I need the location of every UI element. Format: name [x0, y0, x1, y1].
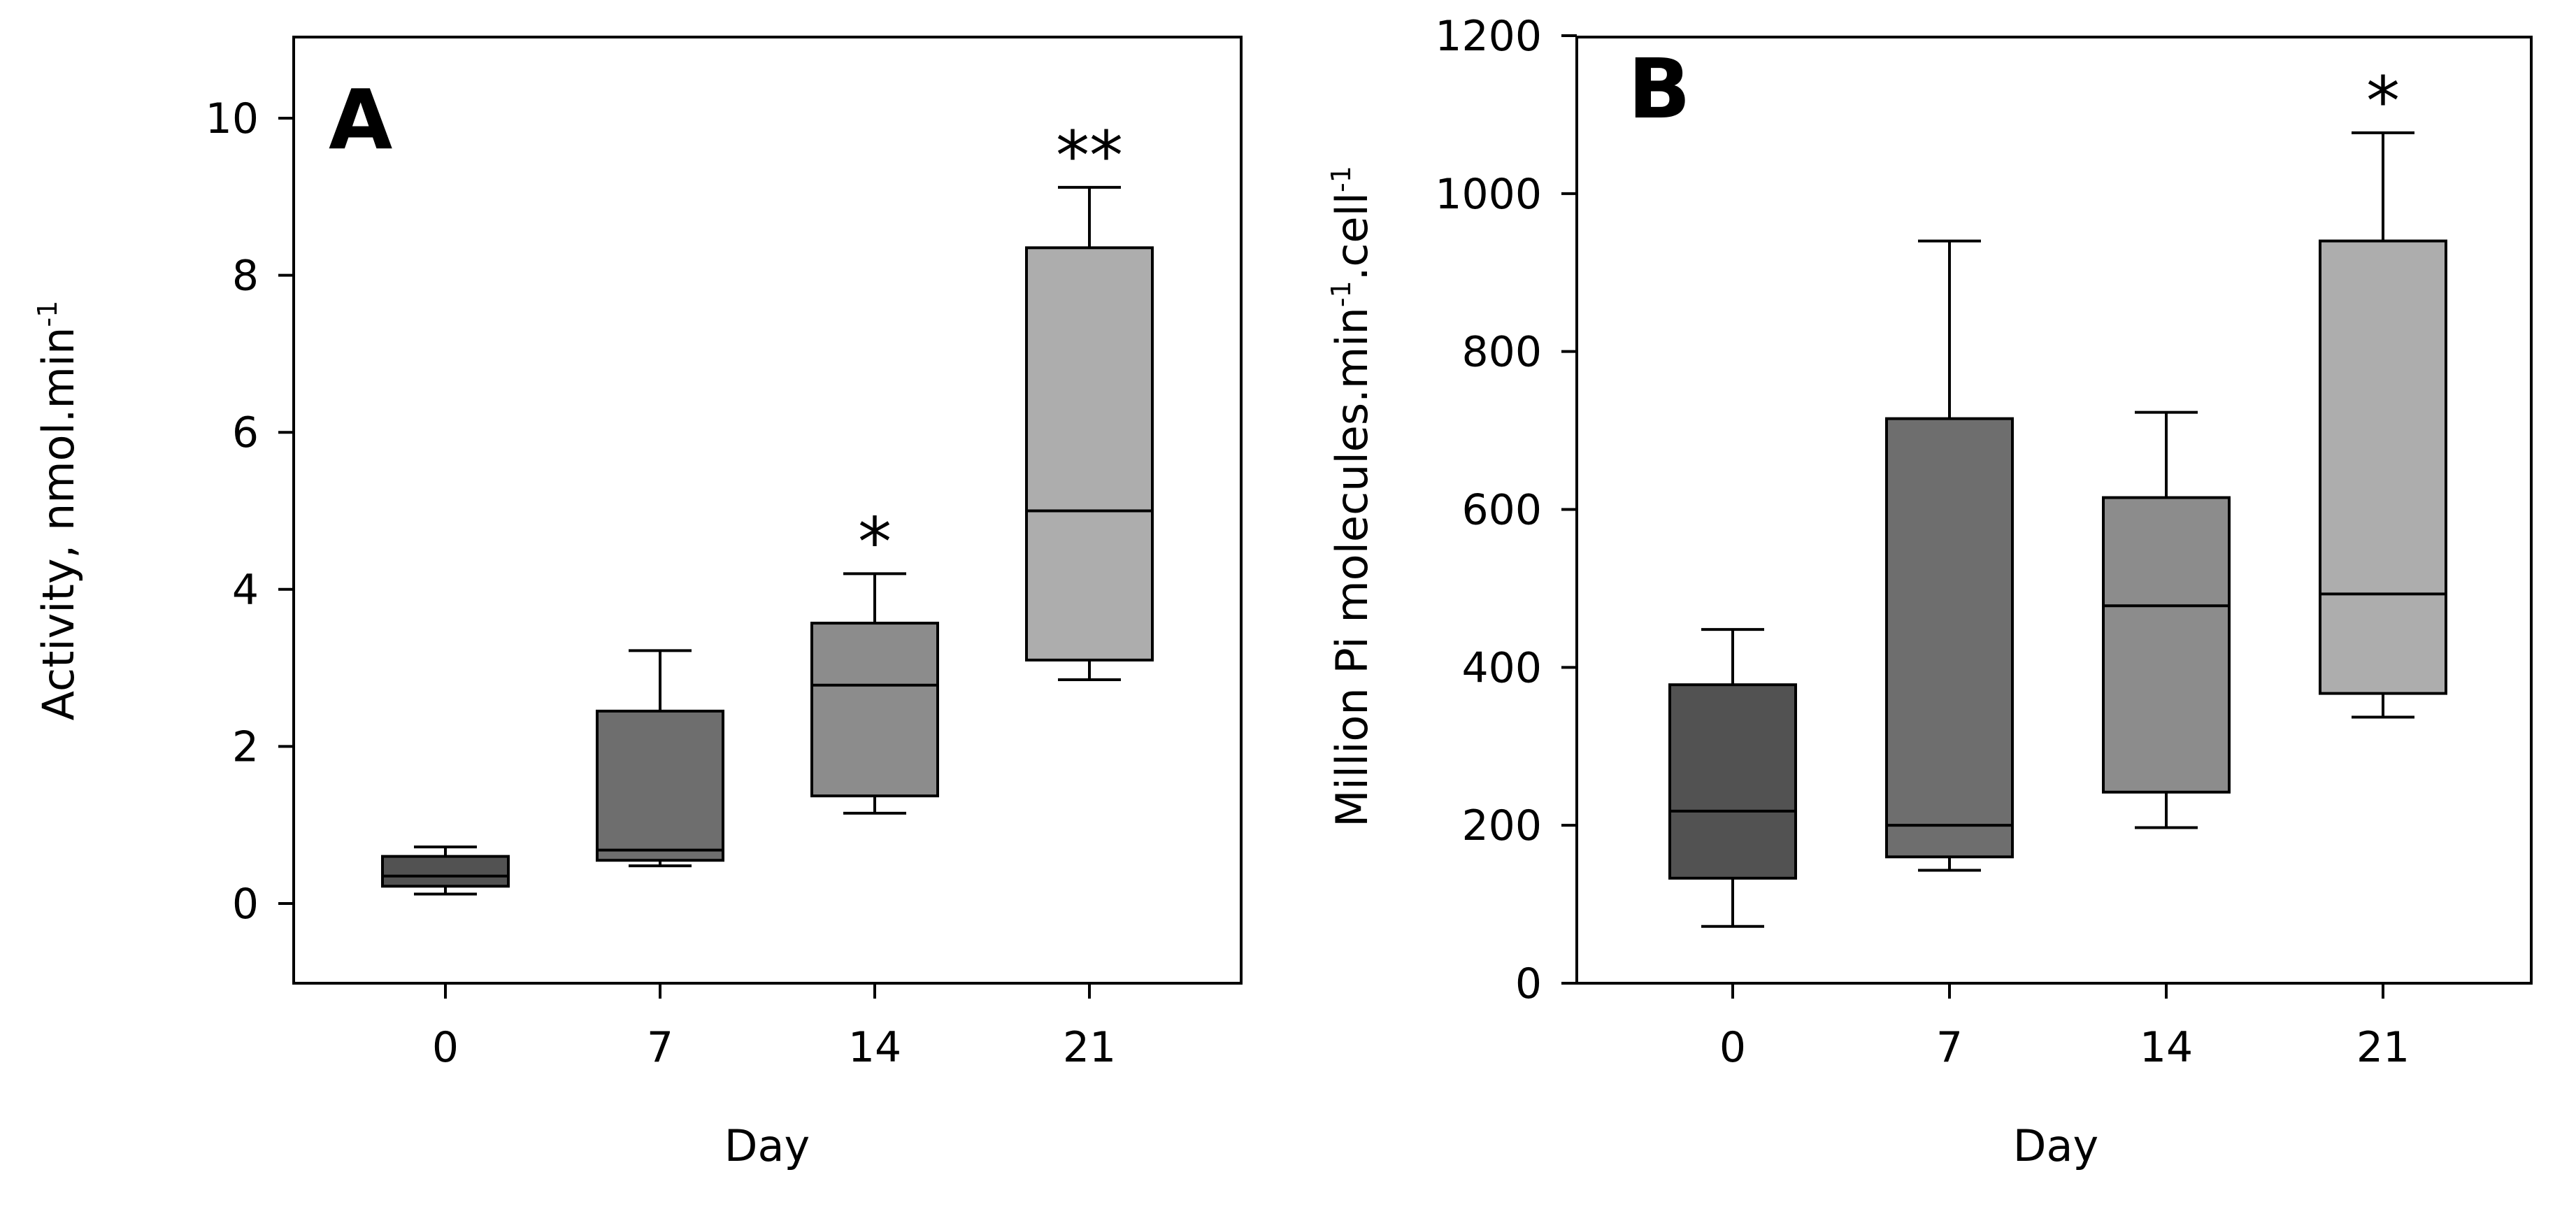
- panel-a-y-tick-label: 2: [232, 722, 259, 771]
- panel-b-x-tick-label: 0: [1719, 1023, 1746, 1072]
- iqr-box: [810, 622, 939, 798]
- panel-b-y-ticks: 0 200 400 600 800 1000 1200: [1435, 12, 1577, 1008]
- panel-a-y-axis-label: Activity, nmol.min-1: [32, 301, 84, 721]
- panel-b-y-tick-label: 200: [1461, 801, 1542, 850]
- panel-b-x-tick-label: 7: [1936, 1023, 1963, 1072]
- panel-b-chart: B Day Million Pi molecules.min-1.cell-1 …: [1326, 12, 2533, 1171]
- panel-a-y-ticks: 0 2 4 6 8 10: [206, 94, 294, 929]
- panel-a-x-tick-label: 7: [647, 1023, 673, 1072]
- panel-a-box-day-0: [381, 845, 510, 896]
- panel-b-y-tick-label: 800: [1461, 328, 1542, 377]
- significance-marker: **: [1056, 117, 1123, 195]
- iqr-box: [2319, 239, 2447, 695]
- panel-b-box-day-7: [1885, 239, 2014, 872]
- panel-a-y-tick-label: 6: [232, 408, 259, 457]
- panel-a-box-day-7: [596, 649, 724, 868]
- panel-b-y-tick-label: 0: [1515, 959, 1542, 1008]
- significance-marker: *: [858, 503, 892, 581]
- panel-b-x-ticks: 0 7 14 21: [1719, 983, 2410, 1072]
- panel-a-boxes: ***: [381, 117, 1154, 896]
- panel-b-box-day-0: [1668, 628, 1797, 928]
- panel-a-box-day-21: **: [1025, 117, 1154, 681]
- panel-a-x-tick-label: 14: [848, 1023, 901, 1072]
- panel-a-y-tick-label: 8: [232, 252, 259, 301]
- iqr-box: [596, 709, 724, 862]
- panel-b-box-day-14: [2102, 410, 2231, 829]
- panel-b-box-day-21: *: [2319, 62, 2447, 719]
- panel-a-box-day-14: *: [810, 503, 939, 815]
- iqr-box: [381, 855, 510, 888]
- panel-b-x-axis-label: Day: [2013, 1120, 2098, 1171]
- panel-b-x-tick-label: 21: [2356, 1023, 2410, 1072]
- significance-marker: *: [2366, 62, 2400, 141]
- panel-b-y-tick-label: 1200: [1435, 12, 1542, 61]
- panel-b-y-tick-label: 400: [1461, 643, 1542, 692]
- panel-a-frame: [292, 36, 1243, 985]
- panel-b-y-axis-label: Million Pi molecules.min-1.cell-1: [1326, 166, 1378, 827]
- panel-a-x-axis-label: Day: [724, 1120, 810, 1171]
- panel-b-y-tick-label: 600: [1461, 485, 1542, 534]
- iqr-box: [2102, 496, 2231, 794]
- panel-a-letter: A: [329, 71, 392, 168]
- iqr-box: [1668, 683, 1797, 880]
- panel-b-boxes: *: [1668, 62, 2447, 928]
- panel-a-y-tick-label: 10: [206, 94, 259, 143]
- panel-b-y-tick-label: 1000: [1435, 170, 1542, 219]
- panel-a-x-tick-label: 0: [432, 1023, 459, 1072]
- panel-a-y-tick-label: 0: [232, 880, 259, 929]
- panel-b-letter: B: [1628, 41, 1691, 137]
- panel-a-x-ticks: 0 7 14 21: [432, 983, 1116, 1072]
- iqr-box: [1885, 417, 2014, 859]
- iqr-box: [1025, 246, 1154, 662]
- panel-a-chart: A Day Activity, nmol.min-1 0 2 4 6 8 10 0 7 14 2…: [32, 36, 1243, 1171]
- panel-b-x-tick-label: 14: [2140, 1023, 2193, 1072]
- panel-a-x-tick-label: 21: [1063, 1023, 1116, 1072]
- panel-a-y-tick-label: 4: [232, 566, 259, 615]
